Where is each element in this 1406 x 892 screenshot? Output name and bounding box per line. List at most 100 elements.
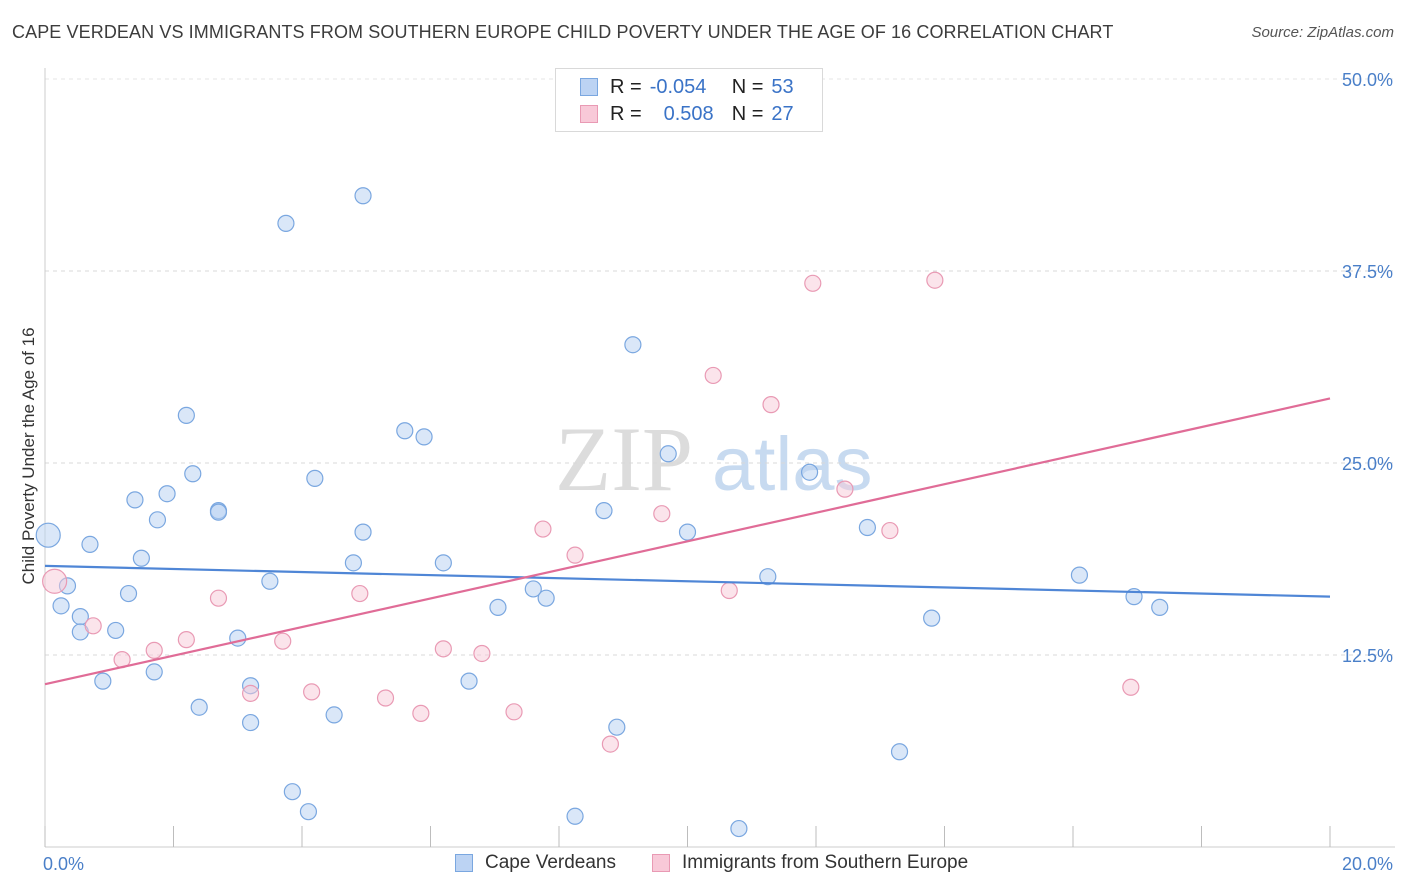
y-tick-label: 12.5%: [1342, 646, 1393, 666]
point-cape-verdean: [184, 465, 202, 483]
point-cape-verdean: [177, 406, 195, 424]
point-cape-verdean: [460, 672, 478, 690]
bottom-legend-label: Immigrants from Southern Europe: [682, 852, 969, 873]
tick-labels: 12.5% 25.0% 37.5% 50.0% 0.0% 20.0%: [43, 70, 1393, 874]
point-southern-europe: [473, 644, 491, 663]
point-southern-europe: [177, 631, 195, 649]
legend-r-value: -0.054: [649, 75, 707, 98]
data-points: [35, 187, 1169, 838]
bottom-legend-cape-verdeans: Cape Verdeans: [455, 852, 616, 874]
point-southern-europe: [145, 641, 163, 659]
point-southern-europe: [704, 366, 722, 385]
point-southern-europe: [351, 584, 369, 603]
point-cape-verdean: [132, 549, 150, 567]
trend-line-southern-europe: [44, 397, 1331, 686]
legend-swatch-pink: [580, 105, 598, 123]
point-cape-verdean: [566, 807, 584, 825]
point-cape-verdean: [209, 503, 228, 521]
point-southern-europe: [376, 689, 395, 707]
point-southern-europe: [566, 546, 584, 564]
legend-swatch-blue: [580, 78, 598, 96]
point-cape-verdean: [415, 428, 433, 446]
legend: R = -0.054 N = 53 R = 0.508 N = 27: [555, 68, 823, 132]
bottom-legend-southern-europe: Immigrants from Southern Europe: [652, 852, 968, 874]
point-cape-verdean: [126, 491, 144, 509]
trend-lines: [44, 397, 1331, 686]
point-southern-europe: [1122, 678, 1140, 696]
point-cape-verdean: [858, 518, 877, 537]
point-cape-verdean: [148, 511, 167, 529]
chart-title: CAPE VERDEAN VS IMMIGRANTS FROM SOUTHERN…: [12, 22, 1114, 42]
point-southern-europe: [926, 271, 944, 289]
axes: [44, 68, 1395, 848]
point-cape-verdean: [52, 597, 70, 615]
legend-r-value: 0.508: [663, 102, 714, 125]
point-southern-europe: [601, 735, 620, 753]
legend-n-value: 53: [771, 75, 794, 98]
source-label: Source: ZipAtlas.com: [1251, 24, 1394, 41]
point-cape-verdean: [94, 672, 112, 690]
legend-row-southern-europe: R = 0.508 N = 27: [580, 101, 794, 127]
point-cape-verdean: [277, 214, 295, 232]
point-cape-verdean: [35, 522, 61, 548]
point-cape-verdean: [283, 783, 301, 801]
point-southern-europe: [274, 632, 292, 650]
point-cape-verdean: [396, 422, 414, 440]
point-cape-verdean: [1151, 598, 1169, 616]
legend-row-cape-verdeans: R = -0.054 N = 53: [580, 74, 794, 100]
gridlines: [45, 78, 1395, 656]
point-cape-verdean: [81, 535, 99, 554]
point-cape-verdean: [354, 523, 372, 541]
point-cape-verdean: [730, 819, 748, 838]
trend-line-cape-verdeans: [44, 564, 1331, 598]
point-southern-europe: [534, 520, 552, 538]
point-cape-verdean: [923, 609, 941, 627]
point-cape-verdean: [242, 713, 260, 732]
point-cape-verdean: [537, 589, 555, 607]
point-cape-verdean: [306, 469, 324, 487]
point-cape-verdean: [678, 523, 697, 541]
point-cape-verdean: [107, 621, 125, 640]
point-cape-verdean: [659, 445, 677, 463]
x-tick-label: 20.0%: [1342, 854, 1393, 874]
point-southern-europe: [804, 274, 822, 292]
point-cape-verdean: [354, 187, 372, 205]
x-tick-label: 0.0%: [43, 854, 84, 874]
point-southern-europe: [303, 683, 321, 701]
point-cape-verdean: [344, 554, 362, 572]
point-southern-europe: [412, 704, 430, 722]
point-cape-verdean: [261, 572, 279, 590]
point-southern-europe: [881, 521, 899, 540]
point-cape-verdean: [434, 554, 452, 572]
point-southern-europe: [434, 640, 452, 658]
point-cape-verdean: [229, 629, 247, 647]
y-tick-label: 25.0%: [1342, 454, 1393, 474]
point-southern-europe: [762, 396, 780, 414]
y-axis-label: Child Poverty Under the Age of 16: [19, 327, 38, 584]
bottom-legend-swatch-blue: [455, 854, 473, 872]
point-southern-europe: [653, 505, 671, 523]
legend-r-label: R =: [610, 102, 642, 125]
point-cape-verdean: [595, 502, 613, 520]
point-southern-europe: [209, 589, 228, 607]
point-southern-europe: [505, 703, 523, 721]
point-cape-verdean: [299, 803, 318, 821]
point-cape-verdean: [608, 718, 626, 736]
legend-n-label: N =: [731, 75, 764, 98]
y-tick-label: 50.0%: [1342, 70, 1393, 90]
point-cape-verdean: [145, 663, 163, 681]
point-cape-verdean: [325, 706, 343, 724]
point-southern-europe: [84, 617, 102, 635]
bottom-legend-label: Cape Verdeans: [485, 852, 616, 873]
legend-r-label: R =: [610, 75, 642, 98]
point-cape-verdean: [800, 463, 819, 481]
point-cape-verdean: [489, 598, 507, 616]
point-cape-verdean: [524, 580, 542, 598]
legend-n-label: N =: [731, 102, 764, 125]
point-cape-verdean: [890, 743, 909, 761]
point-cape-verdean: [759, 568, 777, 586]
point-southern-europe: [836, 480, 854, 498]
watermark: ZIP atlas: [555, 408, 873, 510]
point-cape-verdean: [1070, 566, 1089, 584]
